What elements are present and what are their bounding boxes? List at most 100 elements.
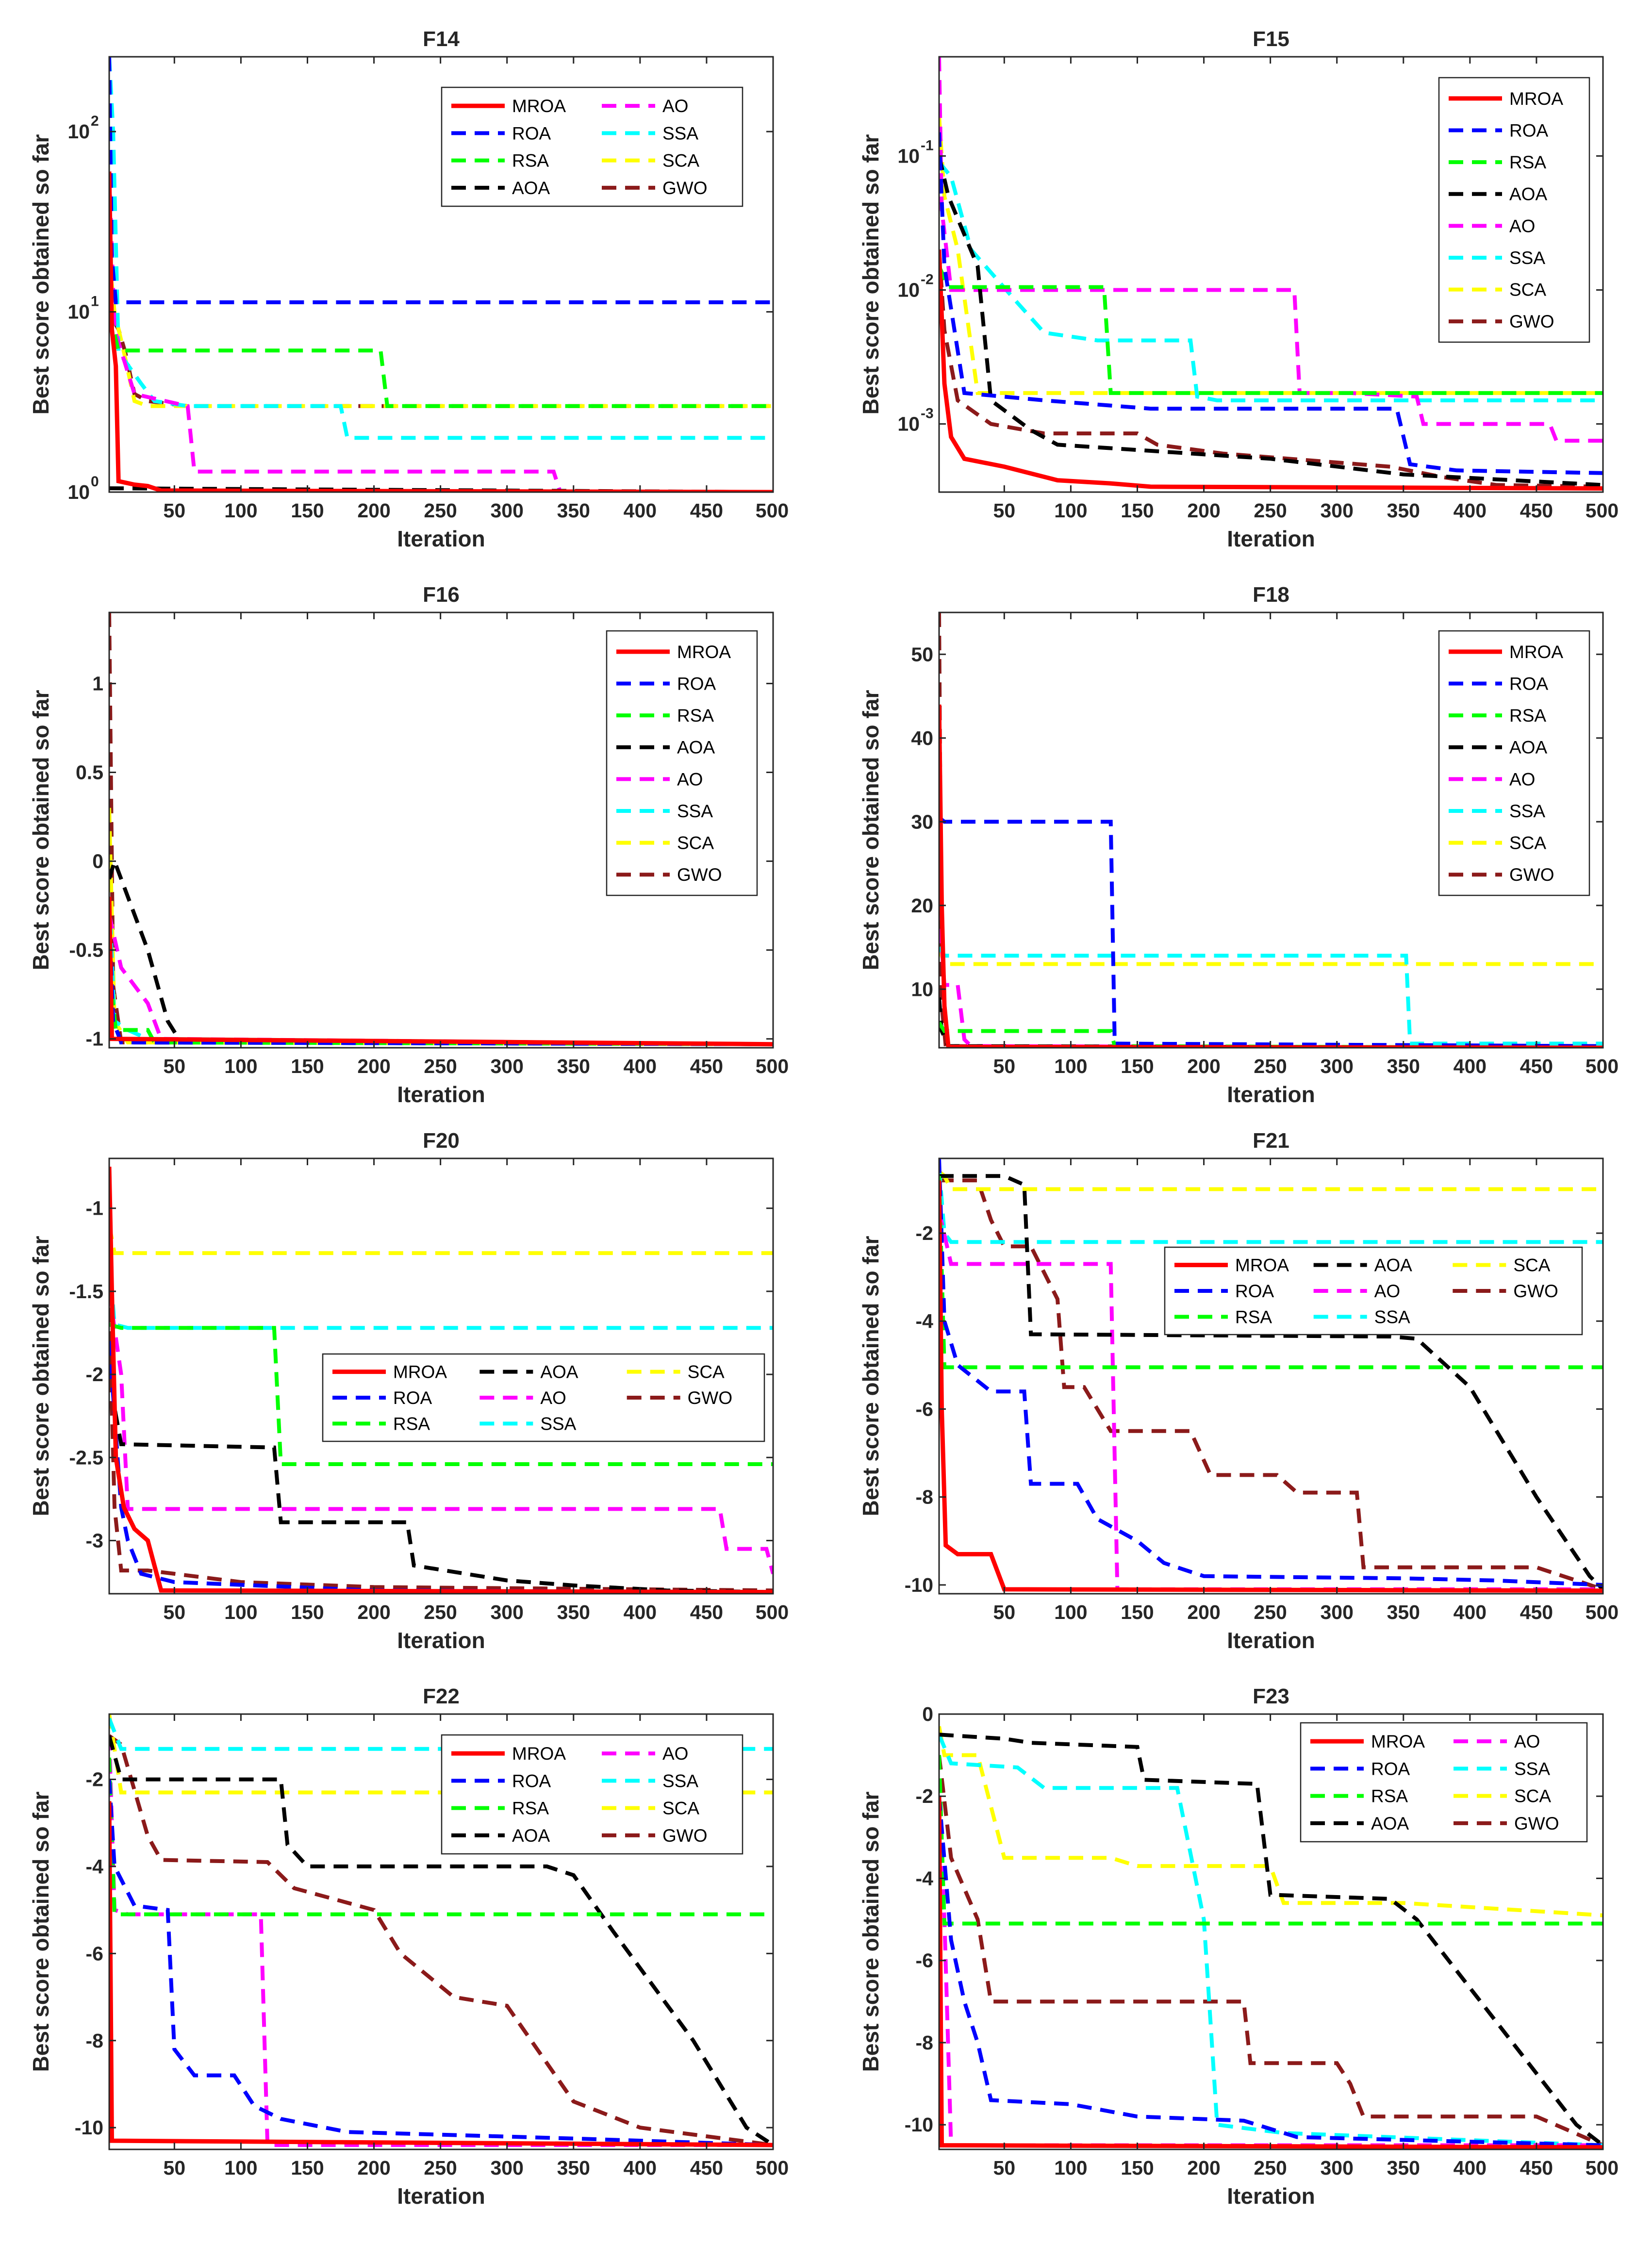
legend-entry-ROA: ROA bbox=[1509, 674, 1549, 693]
x-tick-label: 100 bbox=[224, 1055, 257, 1077]
legend-entry-GWO: GWO bbox=[662, 178, 707, 198]
y-axis-label: Best score obtained so far bbox=[28, 134, 53, 415]
legend: MROA ROA RSA AOA AO SSA SCA GWO bbox=[322, 1353, 765, 1442]
series-line-RSA bbox=[939, 1176, 1603, 1370]
x-tick-label: 100 bbox=[224, 1601, 257, 1623]
series-line-SSA bbox=[939, 161, 1603, 402]
chart-title: F22 bbox=[423, 1684, 460, 1708]
series-line-MROA bbox=[939, 1796, 1603, 2149]
x-tick-label: 50 bbox=[164, 2157, 186, 2179]
x-tick-label: 150 bbox=[1121, 1601, 1154, 1623]
x-tick-label: 250 bbox=[1254, 1055, 1287, 1077]
x-tick-label: 150 bbox=[1121, 499, 1154, 522]
y-tick-label: -6 bbox=[916, 1949, 933, 1972]
series-line-AOA bbox=[109, 1735, 773, 2147]
x-tick-label: 200 bbox=[1187, 1055, 1220, 1077]
y-axis-label: Best score obtained so far bbox=[28, 1236, 53, 1517]
x-tick-label: 300 bbox=[490, 499, 523, 522]
x-tick-label: 200 bbox=[357, 1055, 390, 1077]
legend-entry-AOA: AOA bbox=[1374, 1255, 1412, 1275]
x-tick-label: 350 bbox=[557, 2157, 590, 2179]
legend-entry-SCA: SCA bbox=[1509, 280, 1546, 300]
y-tick-label: 0 bbox=[922, 1703, 933, 1725]
x-tick-label: 450 bbox=[1520, 499, 1553, 522]
panel-F22: 50 100 150 200 250 300 350 400 450 500 -10 -8 -6 -4 -2… bbox=[28, 1684, 789, 2209]
y-tick-label: 10 bbox=[67, 301, 90, 323]
legend-box bbox=[606, 630, 758, 896]
chart-title: F21 bbox=[1253, 1129, 1289, 1153]
x-tick-label: 200 bbox=[357, 499, 390, 522]
x-tick-label: 450 bbox=[690, 2157, 723, 2179]
legend-entry-SCA: SCA bbox=[662, 1799, 699, 1818]
x-tick-label: 200 bbox=[357, 2157, 390, 2179]
legend-entry-AOA: AOA bbox=[1509, 184, 1547, 204]
x-axis-label: Iteration bbox=[397, 2183, 485, 2209]
legend: MROA ROA RSA AOA AO SSA SCA GWO bbox=[1438, 630, 1590, 896]
legend-entry-ROA: ROA bbox=[1509, 120, 1549, 140]
series-line-GWO bbox=[939, 1178, 1603, 1591]
chart-title: F18 bbox=[1253, 583, 1289, 607]
legend-entry-AO: AO bbox=[1509, 769, 1535, 789]
legend-entry-MROA: MROA bbox=[512, 96, 566, 116]
legend-entry-AO: AO bbox=[1514, 1732, 1540, 1751]
x-tick-label: 200 bbox=[1187, 499, 1220, 522]
y-tick-label: -1.5 bbox=[69, 1280, 103, 1303]
series-line-MROA bbox=[109, 1801, 773, 2147]
series-line-RSA bbox=[939, 265, 1603, 395]
legend-entry-GWO: GWO bbox=[1509, 312, 1554, 331]
x-tick-label: 500 bbox=[756, 2157, 789, 2179]
y-tick-label: -2 bbox=[916, 1222, 933, 1244]
legend-entry-SCA: SCA bbox=[1514, 1786, 1551, 1806]
legend-entry-RSA: RSA bbox=[1235, 1307, 1272, 1327]
legend: MROA ROA RSA AOA AO SSA SCA GWO bbox=[1300, 1722, 1588, 1843]
series-line-ROA bbox=[939, 1158, 1603, 1587]
x-tick-label: 300 bbox=[1320, 499, 1353, 522]
legend-entry-ROA: ROA bbox=[393, 1388, 432, 1408]
chart-title: F15 bbox=[1253, 27, 1289, 51]
y-tick-exponent: -3 bbox=[921, 406, 934, 422]
y-tick-exponent: -1 bbox=[921, 137, 934, 153]
x-tick-label: 350 bbox=[557, 1055, 590, 1077]
plot-area bbox=[939, 1158, 1603, 1594]
legend-entry-SCA: SCA bbox=[1509, 833, 1546, 853]
x-tick-label: 500 bbox=[1586, 1055, 1619, 1077]
x-tick-label: 250 bbox=[424, 2157, 457, 2179]
legend-entry-AOA: AOA bbox=[677, 738, 715, 758]
legend-entry-MROA: MROA bbox=[1371, 1732, 1425, 1751]
y-tick-exponent: 0 bbox=[91, 474, 99, 490]
x-tick-label: 450 bbox=[690, 1601, 723, 1623]
y-tick-label: 0.5 bbox=[76, 761, 103, 784]
legend-entry-MROA: MROA bbox=[1509, 89, 1563, 109]
legend-entry-SSA: SSA bbox=[540, 1414, 576, 1434]
legend-entry-ROA: ROA bbox=[512, 1771, 551, 1791]
x-tick-label: 150 bbox=[1121, 1055, 1154, 1077]
series-line-ROA bbox=[109, 57, 773, 304]
y-tick-label: 0 bbox=[92, 850, 103, 873]
series-line-AOA bbox=[939, 1733, 1603, 2147]
panel-F18: 50 100 150 200 250 300 350 400 450 500 10 20 30 40 50 F… bbox=[858, 583, 1619, 1107]
series-line-AO bbox=[939, 1796, 1603, 2147]
y-tick-label: -6 bbox=[916, 1398, 933, 1420]
series-line-ROA bbox=[109, 1779, 773, 2147]
y-tick-label: 10 bbox=[897, 413, 920, 435]
series-line-GWO bbox=[939, 1755, 1603, 2147]
panel-F23: 50 100 150 200 250 300 350 400 450 500 -10 -8 -6 -4 -2… bbox=[858, 1684, 1619, 2209]
x-tick-label: 250 bbox=[1254, 2157, 1287, 2179]
y-tick-label: -1 bbox=[86, 1028, 103, 1050]
legend-entry-GWO: GWO bbox=[688, 1388, 732, 1408]
y-tick-label: -4 bbox=[916, 1867, 934, 1889]
y-tick-exponent: -2 bbox=[921, 271, 934, 287]
x-tick-label: 300 bbox=[1320, 1601, 1353, 1623]
legend-entry-GWO: GWO bbox=[662, 1826, 707, 1846]
legend-entry-GWO: GWO bbox=[677, 865, 722, 885]
x-tick-label: 250 bbox=[424, 499, 457, 522]
legend-entry-AO: AO bbox=[662, 96, 688, 116]
legend-entry-ROA: ROA bbox=[512, 123, 551, 143]
y-tick-label: 20 bbox=[911, 894, 933, 917]
x-tick-label: 500 bbox=[1586, 2157, 1619, 2179]
y-tick-label: -4 bbox=[916, 1310, 934, 1332]
legend-entry-GWO: GWO bbox=[1513, 1281, 1558, 1301]
legend: MROA ROA RSA AOA AO SSA SCA GWO bbox=[441, 86, 743, 207]
